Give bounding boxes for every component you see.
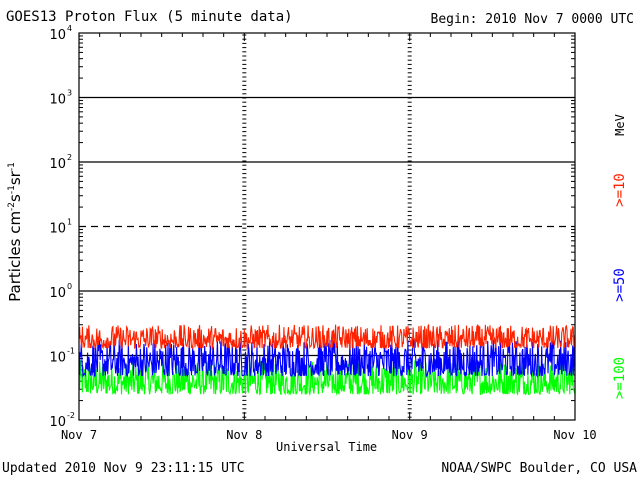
plot-frame: [78, 32, 576, 421]
y-tick-exponent: 2: [67, 153, 72, 162]
y-tick-exponent: 4: [67, 24, 72, 33]
y-tick-exponent: 1: [67, 218, 72, 227]
y-tick-label: 10: [49, 28, 66, 43]
y-tick-label: 10: [49, 415, 66, 430]
y-tick-exponent: -2: [67, 411, 75, 420]
y-tick-label: 10: [49, 351, 66, 366]
y-tick-label: 10: [49, 222, 66, 237]
series-line: [78, 323, 576, 351]
legend-entry: >=100: [612, 357, 628, 399]
y-tick-label: 10: [49, 286, 66, 301]
y-tick-exponent: 0: [67, 282, 72, 291]
y-axis-label: Particles cm-2s-1sr-1: [6, 162, 24, 302]
legend-entry: >=50: [612, 268, 628, 302]
x-tick-label: Nov 9: [392, 428, 428, 442]
y-tick-label: 10: [49, 93, 66, 108]
x-tick-label: Nov 7: [61, 428, 97, 442]
begin-time: Begin: 2010 Nov 7 0000 UTC: [430, 12, 635, 27]
y-tick-exponent: 3: [67, 89, 72, 98]
chart-title: GOES13 Proton Flux (5 minute data): [6, 9, 293, 25]
x-axis-label: Universal Time: [276, 440, 378, 454]
credit-label: NOAA/SWPC Boulder, CO USA: [441, 461, 637, 476]
updated-timestamp: Updated 2010 Nov 9 23:11:15 UTC: [2, 461, 245, 476]
x-tick-label: Nov 10: [553, 428, 596, 442]
units-label: MeV: [613, 114, 627, 136]
legend-entry: >=10: [612, 173, 628, 207]
y-tick-exponent: -1: [67, 347, 75, 356]
x-tick-label: Nov 8: [226, 428, 262, 442]
series-line: [78, 339, 576, 379]
y-tick-label: 10: [49, 157, 66, 172]
